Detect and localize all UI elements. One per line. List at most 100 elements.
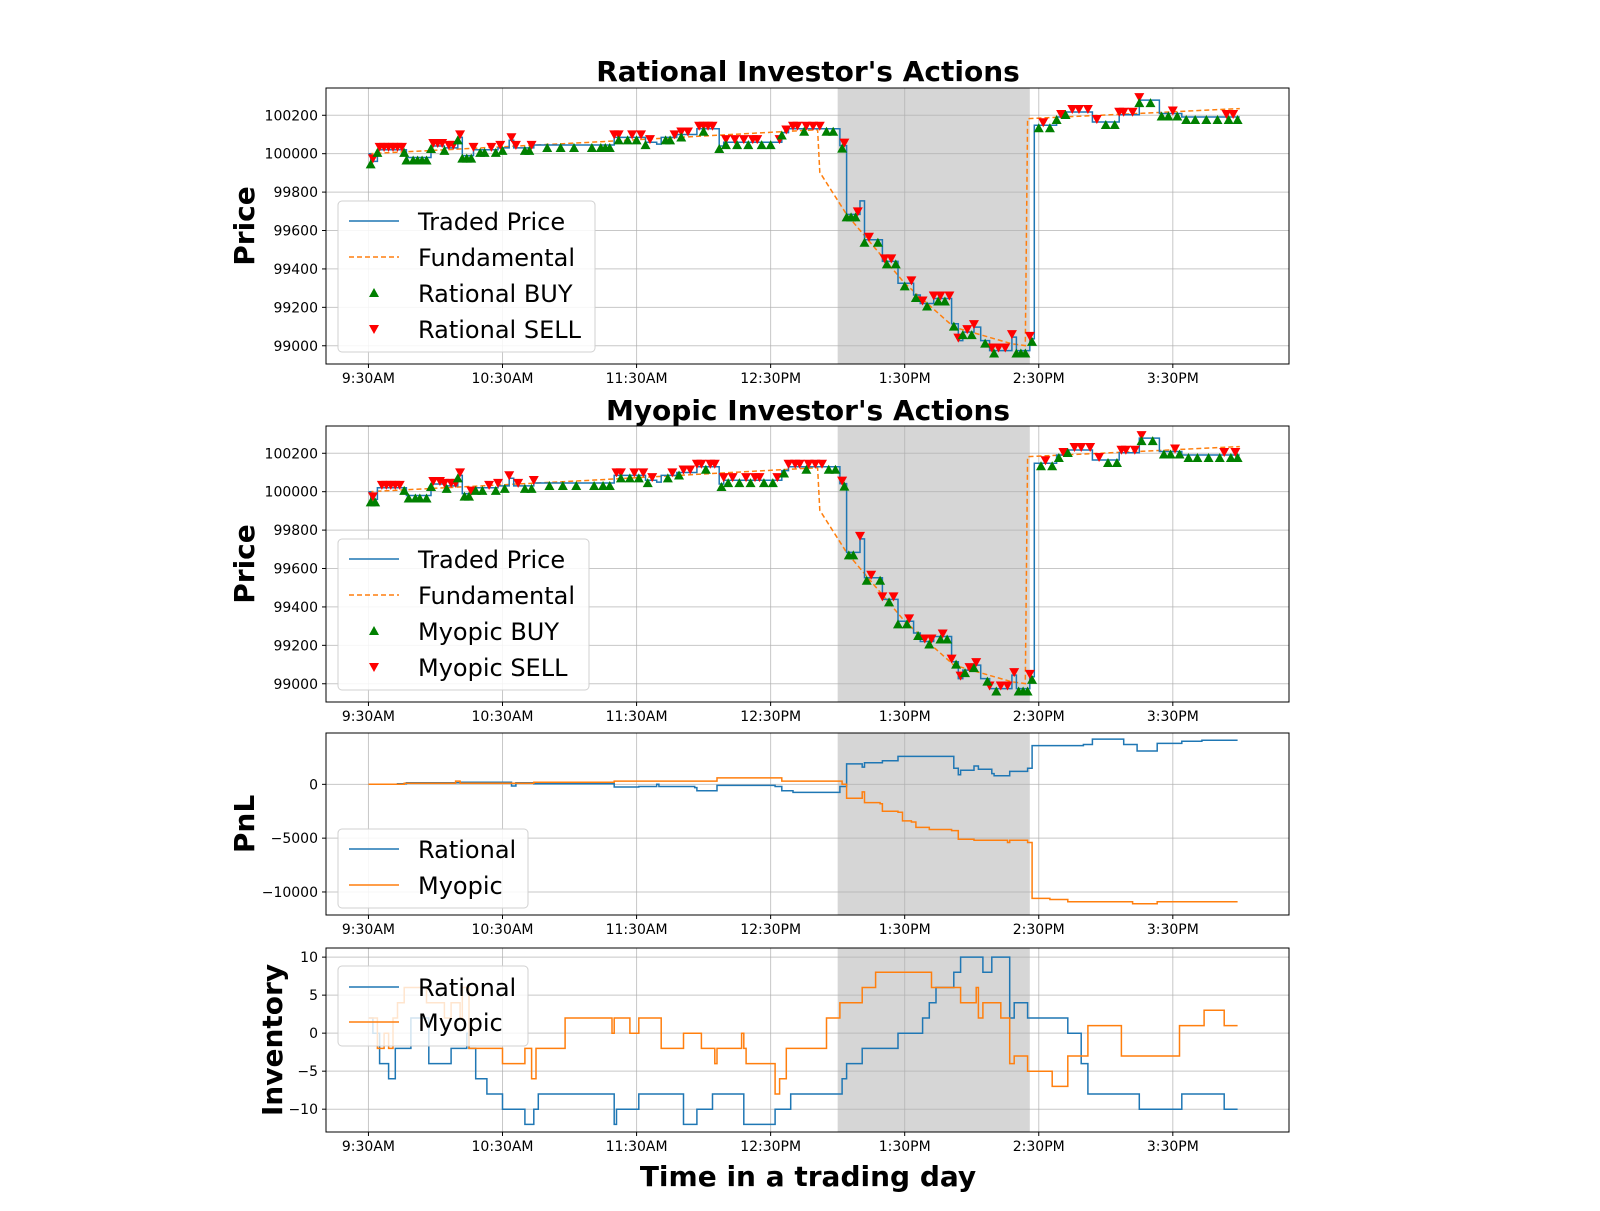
buy-marker [676,132,687,142]
legend-label: Rational SELL [418,316,582,344]
x-tick-label: 2:30PM [1013,709,1065,725]
y-tick-label: 99000 [273,339,318,355]
rational-line [368,956,1238,1126]
sell-marker [678,465,689,475]
buy-marker [370,497,381,507]
y-tick-label: 100200 [265,108,318,124]
buy-marker [859,237,870,247]
buy-marker [524,145,535,155]
buy-marker [875,575,886,585]
sell-marker [1167,106,1178,116]
x-tick-label: 10:30AM [472,709,534,725]
buy-marker [631,135,642,145]
buy-marker [624,473,635,483]
y-tick-label: 100000 [265,147,318,163]
buy-marker [1134,98,1145,108]
buy-marker [519,483,530,493]
sell-marker [1085,443,1096,453]
axes-frame [325,87,1290,365]
sell-marker [1091,114,1102,124]
sell-marker [629,468,640,478]
sell-marker [466,486,477,496]
sell-marker [439,478,450,488]
legend-label: Myopic SELL [418,654,568,682]
y-tick-label: 100200 [265,446,318,462]
shaded-region [837,733,1030,915]
sell-marker [1221,110,1232,120]
buy-marker [723,478,734,488]
sell-marker [1118,107,1129,117]
buy-marker [665,135,676,145]
y-tick-label: 100000 [265,485,318,501]
x-tick-label: 9:30AM [342,1139,395,1155]
sell-marker [1076,443,1087,453]
rational-price-plot-area [365,93,1243,358]
y-tick-label: 0 [309,777,318,793]
sell-marker [685,465,696,475]
sell-marker [792,121,803,131]
legend-box [337,200,596,353]
x-tick-label: 12:30PM [740,922,801,938]
buy-marker [1172,111,1183,121]
x-tick-label: 3:30PM [1147,922,1199,938]
sell-marker [493,478,504,488]
x-tick-label: 9:30AM [342,371,395,387]
buy-marker [779,468,790,478]
buy-marker [604,143,615,153]
x-tick-label: 10:30AM [472,371,534,387]
buy-marker [557,481,568,491]
buy-marker [756,140,767,150]
buy-marker [1027,674,1038,684]
y-tick-label: 99800 [273,185,318,201]
buy-marker [1062,448,1073,458]
sell-marker [510,140,521,150]
buy-marker [939,296,950,306]
buy-marker [463,491,474,501]
y-tick-label: 0 [309,1026,318,1042]
buy-marker [991,686,1002,696]
sell-marker [727,473,738,483]
y-tick-label: 10 [300,950,318,966]
rational-line [368,738,1238,794]
buy-marker [714,144,725,154]
buy-marker [479,147,490,157]
sell-marker [627,130,638,140]
sell-marker [455,130,466,140]
sell-marker [504,471,515,481]
x-tick-label: 1:30PM [879,922,931,938]
x-tick-label: 3:30PM [1147,709,1199,725]
sell-marker [886,254,897,264]
sell-marker [707,121,718,131]
sell-marker [917,296,928,306]
buy-marker [526,483,537,493]
buy-marker [1158,449,1169,459]
buy-marker [1100,119,1111,129]
buy-marker [966,330,977,340]
buy-marker [490,485,501,495]
buy-marker [700,464,711,474]
buy-marker [441,483,452,493]
buy-marker [1214,453,1225,463]
sell-marker [1094,452,1105,462]
rational-price-legend: Traded Price Fundamental Rational BUY Ratio… [337,200,596,353]
sell-marker [718,473,729,483]
x-tick-label: 2:30PM [1013,922,1065,938]
buy-marker [1192,453,1203,463]
y-tick-label: 99400 [273,600,318,616]
sell-marker [396,142,407,152]
x-tick-label: 3:30PM [1147,1139,1199,1155]
buy-marker [1103,457,1114,467]
x-tick-label: 11:30AM [606,709,668,725]
sell-marker [367,492,378,502]
x-tick-label: 12:30PM [740,1139,801,1155]
rational-price-axes: 9:30AM 10:30AM 11:30AM 12:30PM 1:30PM 2:30PM 3… [265,87,1290,387]
buy-marker [569,143,580,153]
buy-marker [734,478,745,488]
legend-label: Rational BUY [418,280,573,308]
x-tick-label: 1:30PM [879,371,931,387]
legend-label: Myopic [418,872,503,900]
buy-marker [968,663,979,673]
sell-marker [971,658,982,668]
legend-label: Rational [418,836,516,864]
y-tick-label: 99400 [273,262,318,278]
